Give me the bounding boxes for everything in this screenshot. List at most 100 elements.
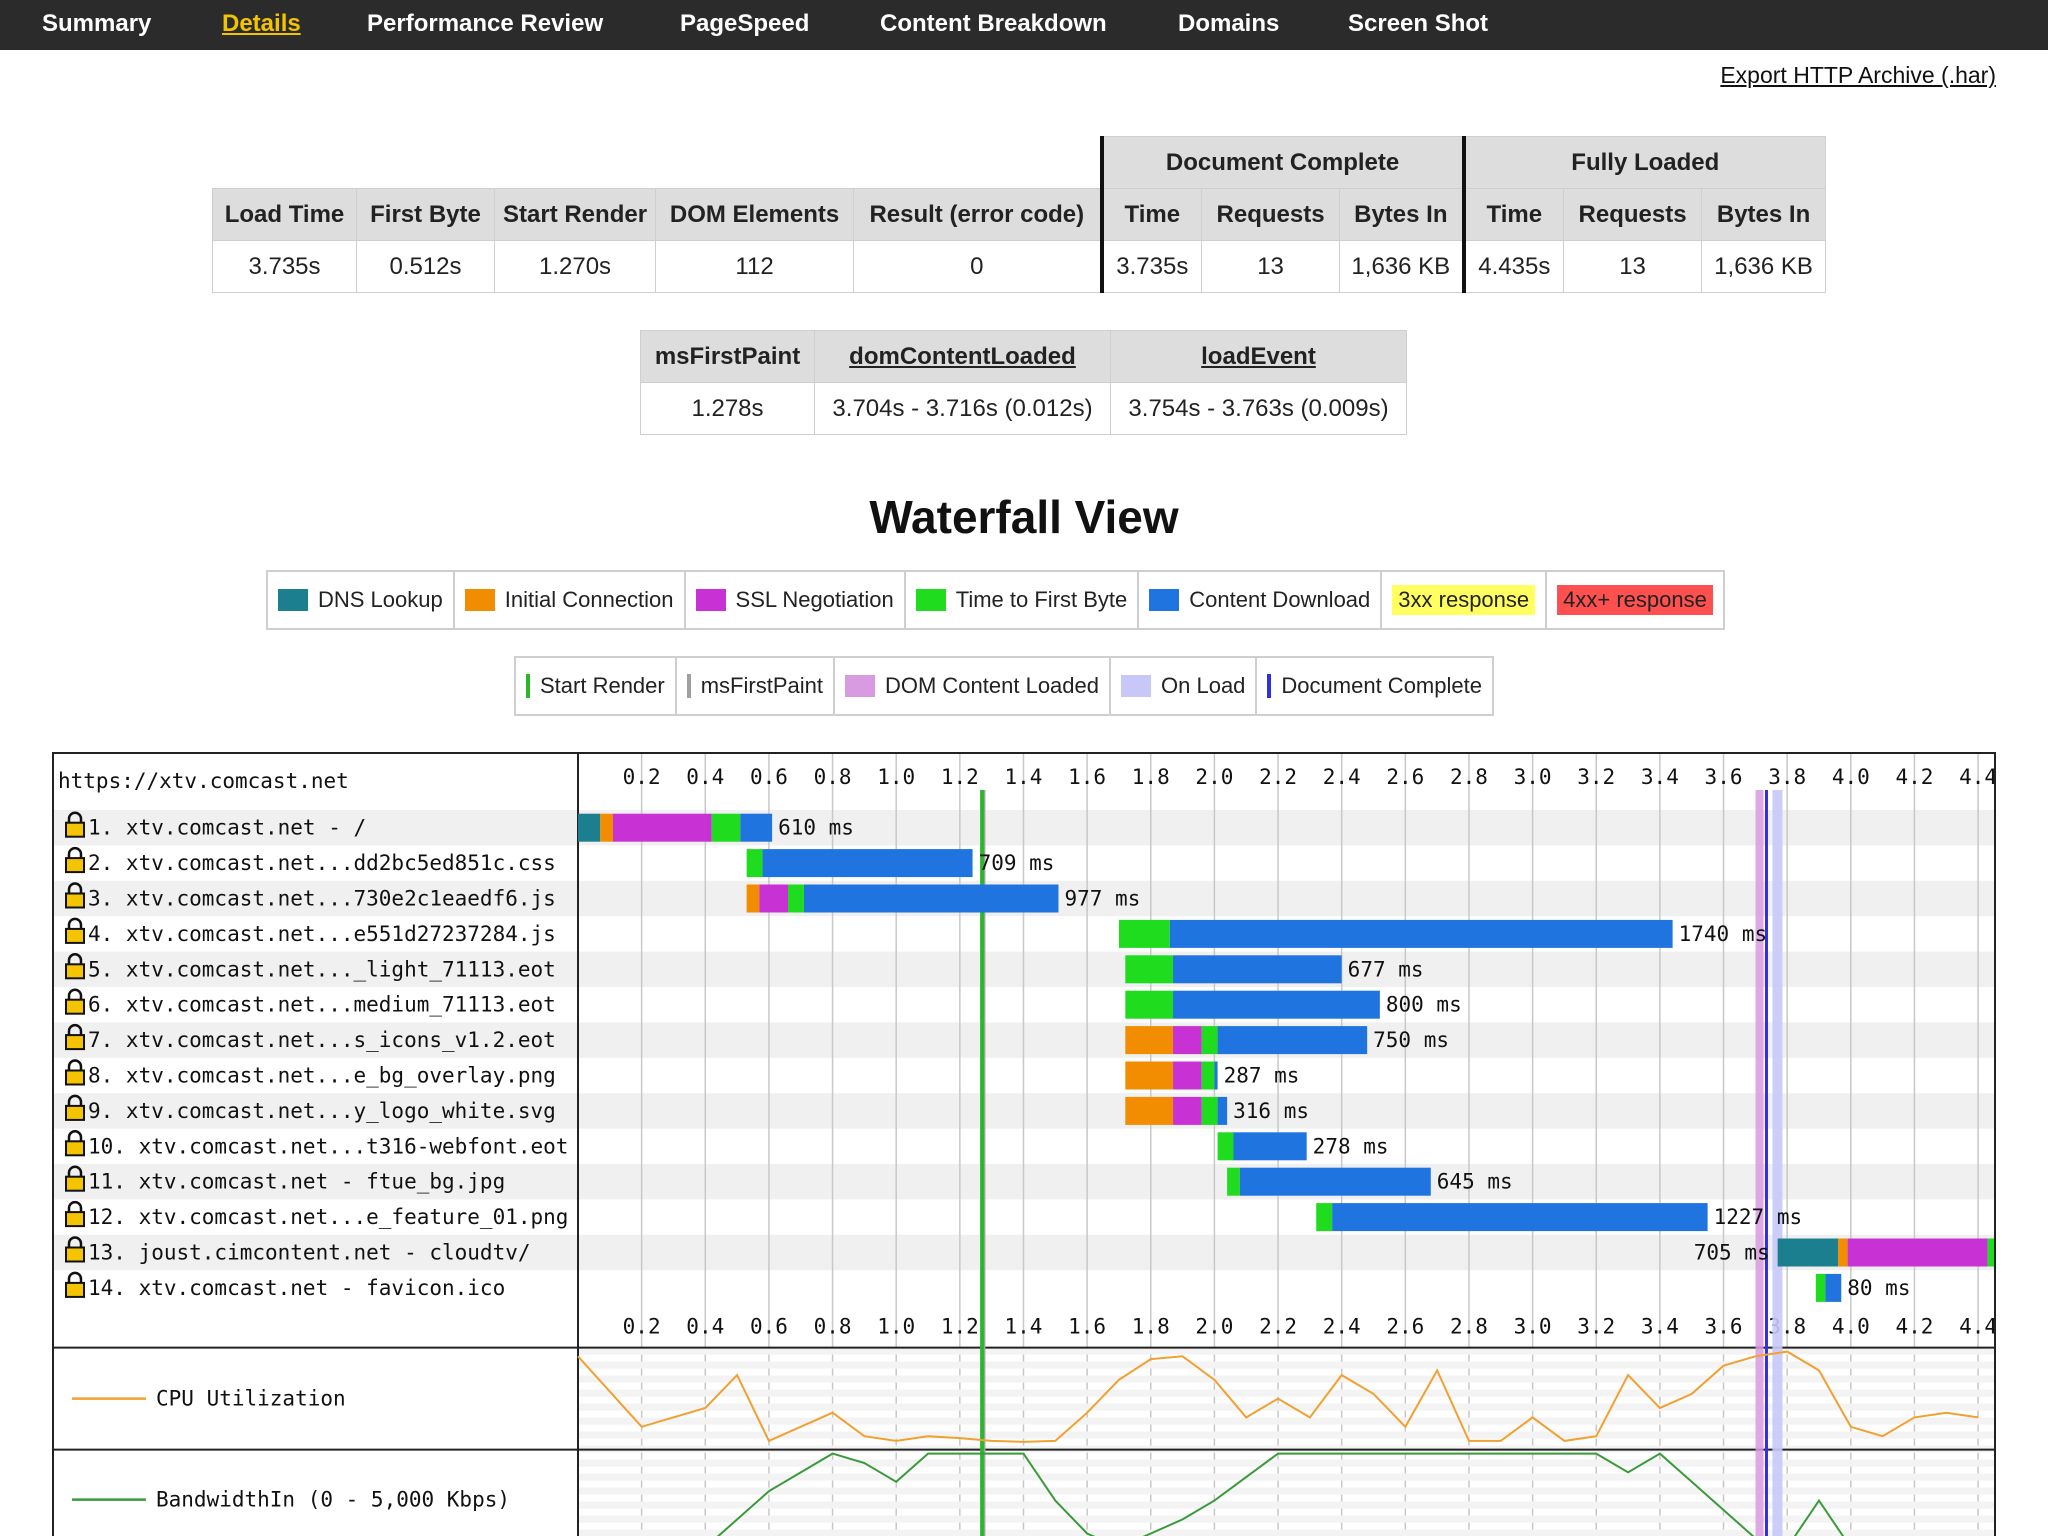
download-swatch	[1149, 589, 1180, 611]
request-label: 13. joust.cimcontent.net - cloudtv/	[88, 1241, 531, 1265]
request-bar-segment	[1217, 1096, 1228, 1125]
request-bar-segment	[1201, 1026, 1218, 1055]
request-bar-segment	[1239, 1167, 1431, 1196]
request-duration: 1740 ms	[1679, 922, 1768, 946]
request-bar-segment	[1125, 1096, 1174, 1125]
request-bar-segment	[1173, 1061, 1202, 1090]
axis-tick-label: 0.4	[686, 1315, 724, 1339]
page-url: https://xtv.comcast.net	[58, 769, 349, 793]
timings-table: msFirstPaint domContentLoaded loadEvent …	[640, 330, 1407, 435]
tab-domains[interactable]: Domains	[1178, 10, 1280, 37]
lock-icon	[65, 1246, 85, 1263]
request-duration: 287 ms	[1224, 1064, 1300, 1088]
request-bar-segment	[1201, 1096, 1218, 1125]
first-byte-header: First Byte	[356, 188, 495, 241]
request-label: 11. xtv.comcast.net - ftue_bg.jpg	[88, 1170, 505, 1194]
legend-4xx-response: 4xx+ response	[1547, 572, 1723, 628]
dom-elements-value: 112	[655, 240, 855, 293]
onload-swatch	[1121, 675, 1152, 697]
legend-initial-connection: Initial Connection	[455, 572, 686, 628]
request-bar-segment	[788, 884, 804, 913]
full-requests-value: 13	[1563, 240, 1703, 293]
axis-tick-label: 4.0	[1832, 765, 1870, 789]
lock-icon	[67, 953, 83, 965]
request-bar-segment	[613, 813, 712, 842]
ttfb-swatch	[915, 589, 946, 611]
axis-tick-label: 2.8	[1450, 765, 1488, 789]
axis-tick-label: 0.2	[623, 1315, 661, 1339]
request-bar-segment	[1125, 955, 1174, 984]
axis-tick-label: 0.8	[814, 1315, 852, 1339]
waterfall-svg: https://xtv.comcast.net 0.2 0.2 0.4 0.4 0.6 0.…	[54, 754, 1994, 1536]
axis-tick-label: 3.2	[1577, 1315, 1615, 1339]
request-bar-segment	[740, 813, 773, 842]
lock-icon	[65, 1140, 85, 1157]
load-time-value: 3.735s	[212, 240, 357, 293]
request-label: 10. xtv.comcast.net...t316-webfont.eot	[88, 1134, 568, 1158]
bandwidth-label: BandwidthIn (0 - 5,000 Kbps)	[156, 1488, 510, 1512]
dom-elements-header: DOM Elements	[655, 188, 855, 241]
lock-icon	[67, 846, 83, 859]
axis-tick-label: 1.6	[1068, 765, 1106, 789]
on-load-marker	[1772, 790, 1783, 1536]
axis-tick-label: 1.2	[941, 1315, 979, 1339]
first-paint-swatch	[686, 674, 691, 698]
tab-performance-review[interactable]: Performance Review	[367, 10, 604, 37]
request-bar-segment	[1815, 1273, 1826, 1302]
lock-icon	[65, 1104, 85, 1121]
tab-screen-shot[interactable]: Screen Shot	[1348, 10, 1489, 37]
legend-dns-lookup: DNS Lookup	[268, 572, 455, 628]
request-bar-segment	[711, 813, 741, 842]
dom-content-loaded-header[interactable]: domContentLoaded	[814, 330, 1111, 383]
summary-table: Document Complete Fully Loaded Load Time…	[212, 136, 1827, 293]
request-duration: 677 ms	[1348, 957, 1424, 981]
ms-first-paint-value: 1.278s	[640, 382, 815, 435]
axis-tick-label: 1.0	[877, 765, 915, 789]
doc-requests-header: Requests	[1201, 188, 1341, 241]
bandwidth-line	[716, 1452, 1845, 1536]
cpu-utilization-label: CPU Utilization	[156, 1387, 346, 1411]
request-label: 4. xtv.comcast.net...e551d27237284.js	[88, 922, 556, 946]
result-header: Result (error code)	[853, 188, 1103, 241]
load-event-value: 3.754s - 3.763s (0.009s)	[1110, 382, 1407, 435]
fully-loaded-header: Fully Loaded	[1461, 136, 1827, 189]
request-bar-segment	[746, 884, 760, 913]
axis-tick-label: 1.6	[1068, 1315, 1106, 1339]
tab-pagespeed[interactable]: PageSpeed	[680, 10, 810, 37]
full-bytes-header: Bytes In	[1701, 188, 1827, 241]
request-bar-segment	[1316, 1203, 1333, 1232]
lock-icon	[65, 1281, 85, 1298]
legend-ms-first-paint: msFirstPaint	[677, 658, 835, 714]
doc-complete-swatch	[1267, 674, 1272, 698]
request-duration: 316 ms	[1233, 1099, 1309, 1123]
legend-content-download: Content Download	[1139, 572, 1383, 628]
load-event-header[interactable]: loadEvent	[1110, 330, 1407, 383]
axis-tick-label: 1.4	[1005, 765, 1043, 789]
request-bar-segment	[1169, 919, 1673, 948]
axis-tick-label: 1.2	[941, 765, 979, 789]
tab-details[interactable]: Details	[222, 10, 301, 37]
axis-tick-label: 4.2	[1895, 1315, 1933, 1339]
lock-icon	[65, 1069, 85, 1086]
doc-time-value: 3.735s	[1099, 240, 1203, 293]
axis-tick-label: 4.0	[1832, 1315, 1870, 1339]
request-bar-segment	[1217, 1132, 1234, 1161]
tab-content-breakdown[interactable]: Content Breakdown	[880, 10, 1107, 37]
request-bar-segment	[1214, 1061, 1218, 1090]
legend-ssl-negotiation: SSL Negotiation	[686, 572, 906, 628]
axis-tick-label: 2.4	[1323, 1315, 1361, 1339]
request-duration: 800 ms	[1386, 993, 1462, 1017]
lock-icon	[67, 882, 83, 894]
doc-requests-value: 13	[1201, 240, 1341, 293]
lock-icon	[65, 1175, 85, 1192]
export-har-link[interactable]: Export HTTP Archive (.har)	[1720, 62, 1996, 88]
lock-icon	[65, 857, 85, 874]
legend-document-complete: Document Complete	[1257, 658, 1492, 714]
axis-tick-label: 2.2	[1259, 1315, 1297, 1339]
doc-time-header: Time	[1099, 188, 1203, 241]
tab-summary[interactable]: Summary	[42, 10, 152, 37]
top-nav: Summary Details Performance Review PageS…	[0, 0, 2048, 50]
graph-stripe	[578, 1403, 1994, 1411]
request-duration: 278 ms	[1313, 1134, 1389, 1158]
request-duration: 750 ms	[1373, 1028, 1449, 1052]
